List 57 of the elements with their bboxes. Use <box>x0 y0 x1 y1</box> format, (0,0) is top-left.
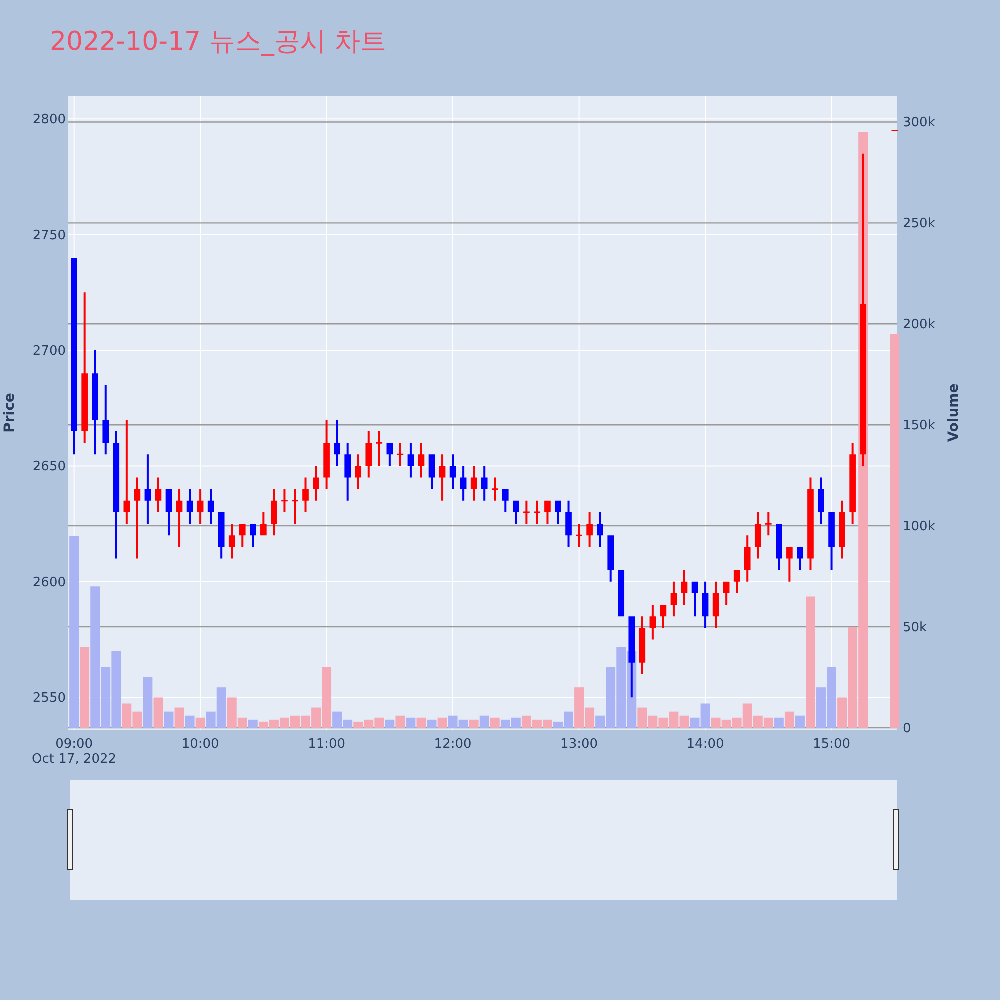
bar <box>164 712 174 728</box>
candlestick <box>292 489 298 524</box>
candlestick <box>765 512 772 536</box>
y-axis-title: Price <box>2 393 18 433</box>
candlestick <box>524 500 530 524</box>
y2-tick-label: 50k <box>903 620 928 636</box>
bar <box>196 718 206 728</box>
x-tick-label: 09:00 <box>56 737 94 752</box>
x-tick-label: 11:00 <box>308 737 346 752</box>
chart-title: 2022-10-17 뉴스_공시 차트 <box>50 27 387 57</box>
bar <box>416 718 426 728</box>
y2-tick-label: 250k <box>903 216 936 232</box>
bar <box>385 720 395 728</box>
bar <box>774 718 784 728</box>
x-tick-label: 12:00 <box>434 737 472 752</box>
y-tick-label: 2600 <box>32 575 66 590</box>
bar <box>80 647 90 728</box>
y-tick-label: 2700 <box>32 344 66 360</box>
bar <box>406 718 416 728</box>
y-tick-label: 2650 <box>32 460 66 475</box>
bar <box>438 718 448 728</box>
bar <box>806 596 816 728</box>
y2-tick-label: 0 <box>903 721 912 736</box>
y2-tick-label: 200k <box>903 318 936 333</box>
bar <box>480 716 490 728</box>
y2-axis-title: Volume <box>946 384 962 442</box>
y-tick-label: 2750 <box>32 228 66 244</box>
candlestick <box>282 489 288 512</box>
candlestick <box>124 420 130 524</box>
candlestick <box>397 443 404 466</box>
candlestick <box>534 500 540 524</box>
y2-tick-label: 100k <box>903 520 936 535</box>
text: Oct 17, 2022 <box>32 752 117 767</box>
bar <box>143 678 153 728</box>
y-tick-label: 2550 <box>32 691 66 706</box>
bar <box>795 716 805 728</box>
y2-tick-label: 150k <box>903 418 936 434</box>
y-tick-label: 2800 <box>32 112 66 128</box>
x-tick-label: 10:00 <box>182 737 220 752</box>
bar <box>469 720 479 728</box>
bar <box>396 716 406 728</box>
bar <box>427 720 437 728</box>
bar <box>890 334 900 728</box>
bar <box>70 536 80 728</box>
candlestick <box>492 478 498 501</box>
bar <box>490 718 500 728</box>
bar <box>185 716 195 728</box>
bar <box>154 698 164 728</box>
candlestick <box>376 432 383 466</box>
bar <box>248 720 258 728</box>
bar <box>784 712 794 728</box>
candlestick <box>576 524 582 548</box>
bar <box>174 708 184 728</box>
x-tick-label: 15:00 <box>813 737 851 752</box>
x-tick-label: 14:00 <box>686 737 724 752</box>
x-tick-label: 13:00 <box>560 737 598 752</box>
y2-tick-label: 300k <box>903 116 936 131</box>
